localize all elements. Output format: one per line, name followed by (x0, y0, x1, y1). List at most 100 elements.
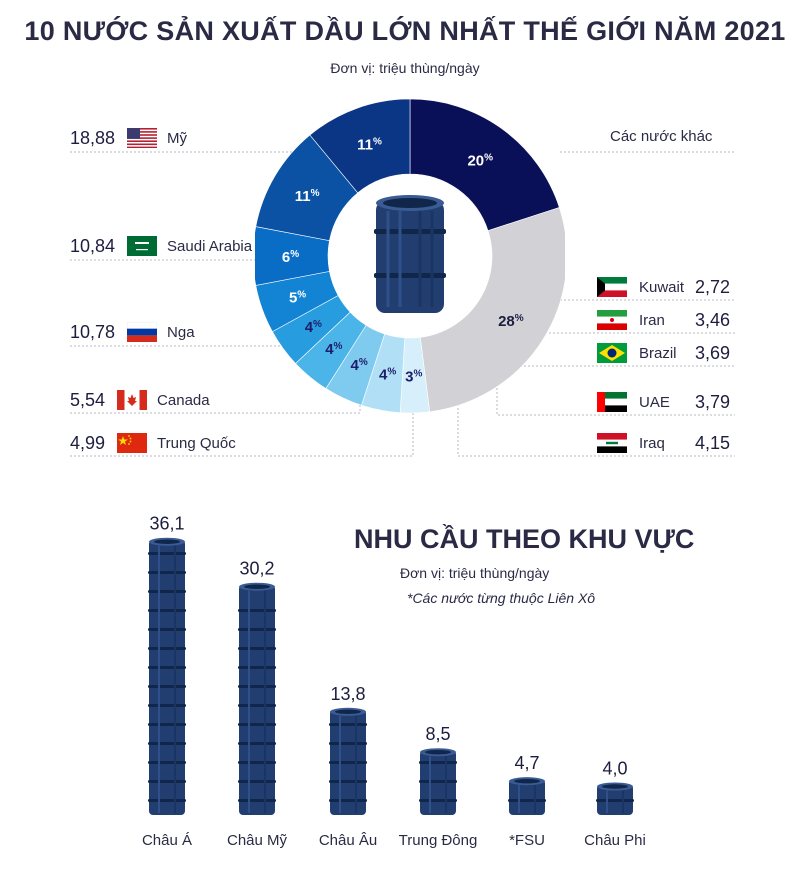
barrel-hoop (419, 761, 457, 764)
producer-value: 3,46 (695, 309, 731, 330)
bar-category-label: Châu Á (142, 832, 192, 849)
barrel-lid-inner (154, 539, 180, 544)
demand-subtitle: Đơn vị: triệu thùng/ngày (400, 565, 550, 581)
barrel-hoop (238, 704, 276, 707)
barrel-hoop (238, 723, 276, 726)
bar-value-label: 36,1 (149, 514, 184, 534)
bar-value-label: 30,2 (239, 559, 274, 579)
barrel-hoop (148, 761, 186, 764)
producer-row-china: 4,99 Trung Quốc (70, 430, 236, 456)
bar--fsu (508, 777, 546, 815)
bar-category-label: Châu Âu (319, 832, 377, 849)
demand-title: NHU CẦU THEO KHU VỰC (354, 524, 695, 554)
barrel-hoop (329, 723, 367, 726)
demand-note: *Các nước từng thuộc Liên Xô (407, 590, 596, 606)
russia-flag-icon (127, 322, 158, 342)
barrel-hoop (148, 552, 186, 555)
bar-category-label: *FSU (509, 832, 545, 849)
barrel-hoop (596, 799, 634, 802)
barrel-hoop (148, 685, 186, 688)
barrel-hoop (238, 609, 276, 612)
chart-title: 10 NƯỚC SẢN XUẤT DẦU LỚN NHẤT THẾ GIỚI N… (24, 16, 786, 46)
bar-body (149, 539, 185, 815)
barrel-hoop (238, 780, 276, 783)
producer-value: 18,88 (70, 127, 116, 148)
barrel-hoop (148, 647, 186, 650)
barrel-hoop (148, 571, 186, 574)
producer-value: 10,78 (70, 321, 116, 342)
barrel-hoop (329, 761, 367, 764)
barrel-hoop (238, 647, 276, 650)
iran-flag-icon (597, 310, 627, 330)
leader-line-uae (496, 384, 735, 416)
producer-value: 3,69 (695, 342, 731, 363)
leader-line-china (70, 410, 414, 457)
bar-châu-mỹ (238, 582, 276, 815)
barrel-hoop (238, 685, 276, 688)
producer-row-iran: Iran 3,46 (597, 307, 730, 333)
demand-bar-chart: 36,1 Châu Á 30,2 Châu Mỹ 13,8 Châu Âu 8,5 Trung… (142, 514, 646, 849)
saudi-flag-icon (127, 236, 158, 256)
bar-trung-đông (419, 748, 457, 815)
bar-category-label: Trung Đông (399, 832, 478, 849)
pie-slice-các-nước-khác (419, 207, 565, 413)
iraq-flag-icon (597, 433, 627, 453)
kuwait-flag-icon (597, 277, 627, 297)
bar-châu-âu (329, 707, 367, 815)
chart-subtitle: Đơn vị: triệu thùng/ngày (330, 60, 480, 76)
producer-name: Iran (639, 311, 665, 329)
barrel-lid-inner (425, 749, 451, 755)
bar-category-label: Châu Phi (584, 832, 646, 849)
brazil-flag-icon (597, 343, 627, 363)
pie-slice-mỹ (409, 98, 560, 232)
producer-row-uae: UAE 3,79 (597, 389, 730, 415)
china-flag-icon (117, 433, 148, 453)
producer-value: 4,99 (70, 432, 106, 453)
producer-value: 3,79 (695, 391, 731, 412)
producer-value: 5,54 (70, 389, 106, 410)
producer-row-kuwait: Kuwait 2,72 (597, 274, 730, 300)
barrel-hoop (148, 780, 186, 783)
barrel-hoop (419, 799, 457, 802)
other-countries-label: Các nước khác (610, 128, 713, 145)
barrel-hoop (508, 799, 546, 802)
barrel-hoop (148, 628, 186, 631)
barrel-hoop (148, 590, 186, 593)
producer-name: Canada (157, 391, 210, 409)
bar-châu-á (148, 537, 186, 815)
producer-row-canada: 5,54 Canada (70, 387, 210, 413)
barrel-hoop (148, 609, 186, 612)
us-flag-icon (127, 128, 158, 148)
barrel-hoop (238, 666, 276, 669)
producer-row-iraq: Iraq 4,15 (597, 430, 730, 456)
producer-value: 4,15 (695, 432, 731, 453)
uae-flag-icon (597, 392, 627, 412)
bar-châu-phi (596, 782, 634, 815)
producer-value: 2,72 (695, 276, 731, 297)
barrel-hoop (329, 742, 367, 745)
pie-slice-saudi-arabia (309, 98, 411, 194)
producer-row-saudi: 10,84 Saudi Arabia (70, 233, 252, 259)
producer-name: Nga (167, 323, 195, 341)
barrel-hoop (148, 704, 186, 707)
producer-row-russia: 10,78 Nga (70, 319, 195, 345)
barrel-hoop (329, 780, 367, 783)
barrel-hoop (148, 666, 186, 669)
barrel-lid-inner (514, 778, 540, 784)
producer-row-brazil: Brazil 3,69 (597, 340, 730, 366)
bar-value-label: 8,5 (425, 724, 450, 744)
producer-name: UAE (639, 393, 670, 411)
producer-name: Trung Quốc (157, 434, 236, 452)
bar-value-label: 13,8 (330, 684, 365, 704)
barrel-lid-inner (335, 709, 361, 714)
barrel-hoop (238, 628, 276, 631)
producer-name: Kuwait (639, 278, 685, 296)
donut-chart: 20%28%3%4%4%4%4%5%6%11%11% (255, 98, 565, 414)
barrel-hoop (238, 761, 276, 764)
producer-row-us: 18,88 Mỹ (70, 125, 187, 151)
barrel-hoop (329, 799, 367, 802)
barrel-lid-inner (244, 584, 270, 589)
barrel-hoop (148, 723, 186, 726)
producer-name: Saudi Arabia (167, 237, 253, 255)
producer-name: Mỹ (167, 129, 188, 147)
